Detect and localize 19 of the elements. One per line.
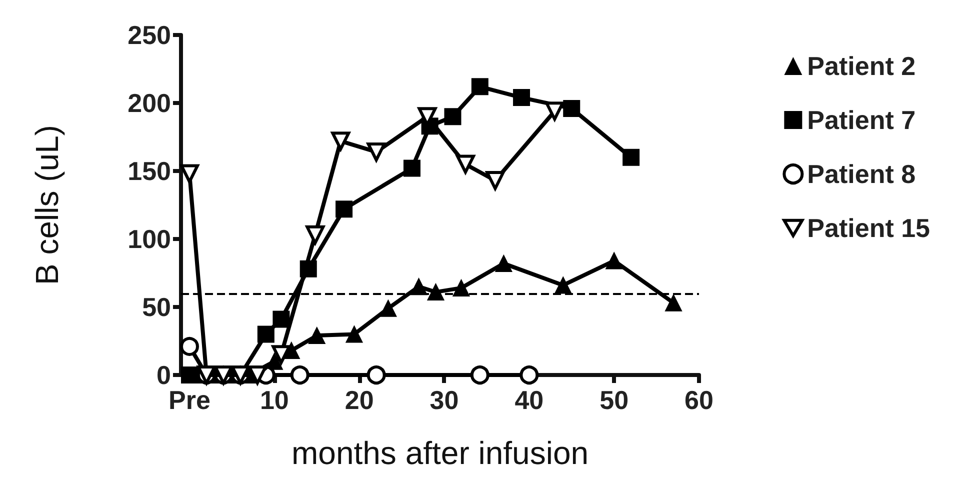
x-tick-label: 50 (600, 385, 629, 415)
y-tick-label: 100 (128, 224, 171, 254)
legend-label: Patient 15 (807, 213, 930, 243)
x-axis-title: months after infusion (291, 435, 589, 471)
legend-label: Patient 2 (807, 51, 916, 81)
y-tick-label: 200 (128, 88, 171, 118)
legend-label: Patient 8 (807, 159, 916, 189)
y-tick-label: 250 (128, 20, 171, 50)
legend-label: Patient 7 (807, 105, 916, 135)
x-tick-label: Pre (168, 385, 210, 415)
y-tick-label: 50 (142, 292, 171, 322)
x-tick-label: 20 (344, 385, 374, 415)
x-tick-label: 30 (430, 385, 459, 415)
x-tick-label: 10 (260, 385, 289, 415)
x-tick-label: 60 (684, 385, 714, 415)
y-tick-label: 0 (156, 360, 171, 390)
y-axis-title: B cells (uL) (29, 124, 65, 286)
y-tick-label: 150 (128, 156, 171, 186)
x-tick-label: 40 (514, 385, 544, 415)
